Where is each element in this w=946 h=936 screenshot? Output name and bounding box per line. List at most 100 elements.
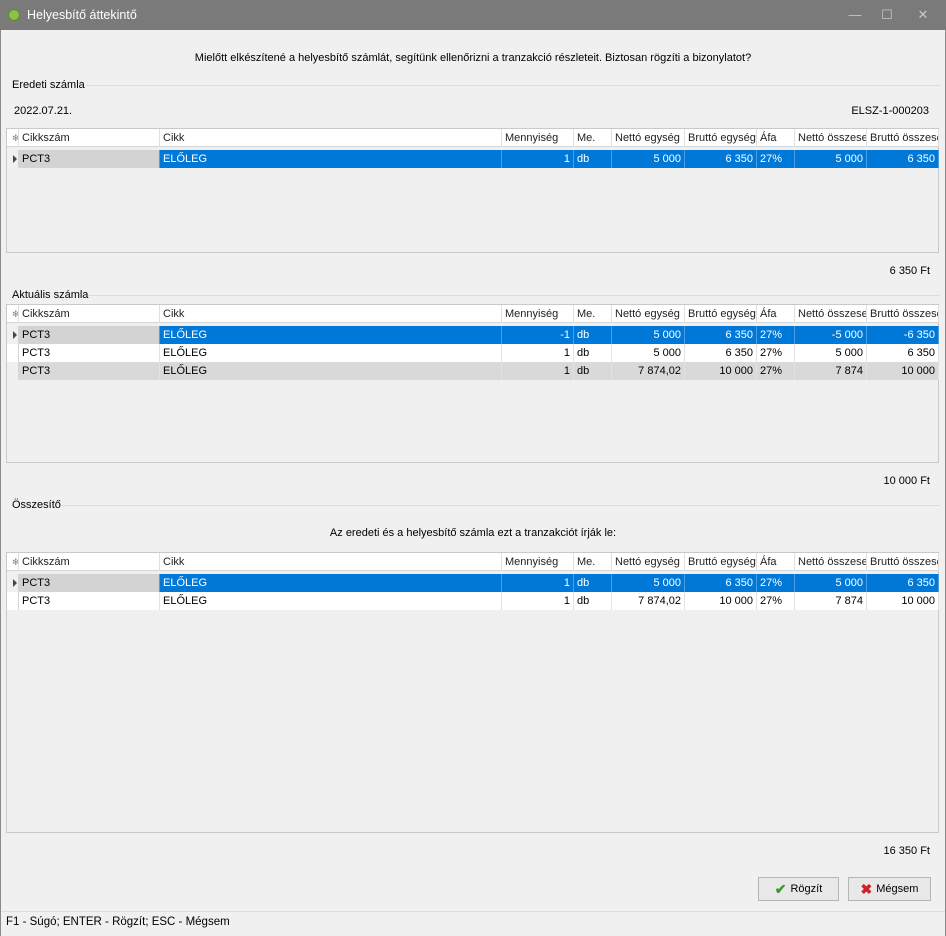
- cell-cikk: ELŐLEG: [160, 344, 502, 362]
- original-invoice-label: Eredeti számla: [12, 79, 85, 91]
- header-col-afa[interactable]: Áfa: [757, 305, 795, 323]
- cancel-button[interactable]: ✖ Mégsem: [848, 877, 931, 901]
- header-col-me[interactable]: Me.: [574, 305, 612, 323]
- table-row[interactable]: PCT3 ELŐLEG 1 db 5 000 6 350 27% 5 000 6 350: [7, 150, 939, 168]
- cell-afa: 27%: [757, 326, 795, 344]
- cell-brutto-egyseg: 6 350: [685, 326, 757, 344]
- header-col-netto-egyseg[interactable]: Nettó egység: [612, 129, 685, 147]
- cell-cikkszam: PCT3: [19, 362, 160, 380]
- table-row[interactable]: PCT3 ELŐLEG 1 db 7 874,02 10 000 27% 7 874 10 00…: [7, 592, 939, 610]
- header-col-me[interactable]: Me.: [574, 129, 612, 147]
- header-col-cikkszam[interactable]: Cikkszám: [19, 553, 160, 571]
- cell-mennyiseg: 1: [502, 150, 574, 168]
- cell-cikkszam: PCT3: [19, 574, 160, 592]
- header-col-mennyiseg[interactable]: Mennyiség: [502, 129, 574, 147]
- cell-brutto-egyseg: 10 000: [685, 362, 757, 380]
- header-col-mennyiseg[interactable]: Mennyiség: [502, 553, 574, 571]
- cell-netto-egyseg: 5 000: [612, 150, 685, 168]
- table-row[interactable]: PCT3 ELŐLEG 1 db 7 874,02 10 000 27% 7 874 10 00…: [7, 362, 939, 380]
- summary-grid[interactable]: ✻ Cikkszám Cikk Mennyiség Me. Nettó egység Bru…: [6, 552, 939, 833]
- header-corner: ✻: [7, 305, 19, 323]
- header-col-brutto-egyseg[interactable]: Bruttó egység: [685, 305, 757, 323]
- header-col-brutto-osszesen[interactable]: Bruttó összesen: [867, 553, 939, 571]
- app-icon: [8, 9, 20, 21]
- header-col-cikk[interactable]: Cikk: [160, 305, 502, 323]
- cell-brutto-egyseg: 6 350: [685, 574, 757, 592]
- cell-netto-osszesen: 5 000: [795, 150, 867, 168]
- asterisk-icon: ✻: [12, 309, 19, 319]
- title-bar: Helyesbítő áttekintő — ☐ ✕: [0, 0, 946, 30]
- row-indicator[interactable]: [7, 574, 19, 592]
- table-row[interactable]: PCT3 ELŐLEG 1 db 5 000 6 350 27% 5 000 6 350: [7, 574, 939, 592]
- cell-me: db: [574, 326, 612, 344]
- cancel-button-label: Mégsem: [876, 883, 919, 895]
- cell-brutto-osszesen: 6 350: [867, 150, 939, 168]
- cell-mennyiseg: 1: [502, 574, 574, 592]
- header-col-cikkszam[interactable]: Cikkszám: [19, 129, 160, 147]
- checkmark-icon: ✔: [774, 881, 787, 898]
- summary-caption: Az eredeti és a helyesbítő számla ezt a …: [329, 527, 617, 539]
- close-button[interactable]: ✕: [917, 7, 929, 22]
- row-indicator[interactable]: [7, 150, 19, 168]
- cell-netto-osszesen: 5 000: [795, 574, 867, 592]
- status-text: F1 - Súgó; ENTER - Rögzít; ESC - Mégsem: [6, 916, 230, 928]
- cell-netto-egyseg: 5 000: [612, 344, 685, 362]
- minimize-button[interactable]: —: [848, 7, 862, 22]
- original-date: 2022.07.21.: [14, 105, 73, 117]
- cell-cikkszam: PCT3: [19, 150, 160, 168]
- row-indicator[interactable]: [7, 362, 19, 380]
- header-col-netto-osszesen[interactable]: Nettó összesen: [795, 553, 867, 571]
- cell-cikk: ELŐLEG: [160, 150, 502, 168]
- section-divider: [86, 85, 940, 86]
- header-col-afa[interactable]: Áfa: [757, 129, 795, 147]
- cell-cikk: ELŐLEG: [160, 574, 502, 592]
- cell-mennyiseg: 1: [502, 344, 574, 362]
- current-invoice-label: Aktuális számla: [12, 289, 89, 301]
- cell-netto-egyseg: 5 000: [612, 574, 685, 592]
- header-col-me[interactable]: Me.: [574, 553, 612, 571]
- original-doc-number: ELSZ-1-000203: [851, 105, 929, 117]
- cell-cikk: ELŐLEG: [160, 592, 502, 610]
- summary-total: 16 350 Ft: [883, 845, 930, 857]
- current-row-arrow-icon: [13, 155, 17, 163]
- original-invoice-grid[interactable]: ✻ Cikkszám Cikk Mennyiség Me. Nettó egység Bru…: [6, 128, 939, 253]
- cell-netto-osszesen: 7 874: [795, 592, 867, 610]
- row-indicator[interactable]: [7, 344, 19, 362]
- cell-afa: 27%: [757, 574, 795, 592]
- cell-cikkszam: PCT3: [19, 592, 160, 610]
- row-indicator[interactable]: [7, 326, 19, 344]
- cell-brutto-egyseg: 6 350: [685, 150, 757, 168]
- header-col-brutto-egyseg[interactable]: Bruttó egység: [685, 129, 757, 147]
- header-col-cikk[interactable]: Cikk: [160, 553, 502, 571]
- header-col-mennyiseg[interactable]: Mennyiség: [502, 305, 574, 323]
- row-indicator[interactable]: [7, 592, 19, 610]
- summary-label: Összesítő: [12, 499, 61, 511]
- header-col-brutto-osszesen[interactable]: Bruttó összesen: [867, 129, 939, 147]
- grid-header: ✻ Cikkszám Cikk Mennyiség Me. Nettó egység Bru…: [7, 305, 939, 323]
- table-row[interactable]: PCT3 ELŐLEG 1 db 5 000 6 350 27% 5 000 6 350: [7, 344, 939, 362]
- header-col-brutto-egyseg[interactable]: Bruttó egység: [685, 553, 757, 571]
- header-col-netto-egyseg[interactable]: Nettó egység: [612, 305, 685, 323]
- table-row[interactable]: PCT3 ELŐLEG -1 db 5 000 6 350 27% -5 000 -6 350: [7, 326, 939, 344]
- cell-afa: 27%: [757, 344, 795, 362]
- save-button-label: Rögzít: [790, 883, 823, 895]
- cell-me: db: [574, 344, 612, 362]
- header-col-cikk[interactable]: Cikk: [160, 129, 502, 147]
- header-col-netto-osszesen[interactable]: Nettó összesen: [795, 129, 867, 147]
- cell-me: db: [574, 150, 612, 168]
- save-button[interactable]: ✔ Rögzít: [758, 877, 839, 901]
- maximize-button[interactable]: ☐: [881, 7, 893, 22]
- cell-me: db: [574, 574, 612, 592]
- header-corner: ✻: [7, 553, 19, 571]
- header-col-brutto-osszesen[interactable]: Bruttó összesen: [867, 305, 939, 323]
- current-row-arrow-icon: [13, 331, 17, 339]
- current-invoice-grid[interactable]: ✻ Cikkszám Cikk Mennyiség Me. Nettó egység Bru…: [6, 304, 939, 463]
- intro-text: Mielőtt elkészítené a helyesbítő számlát…: [194, 52, 752, 64]
- header-col-netto-osszesen[interactable]: Nettó összesen: [795, 305, 867, 323]
- header-col-netto-egyseg[interactable]: Nettó egység: [612, 553, 685, 571]
- header-col-afa[interactable]: Áfa: [757, 553, 795, 571]
- cell-brutto-osszesen: 10 000: [867, 592, 939, 610]
- current-total: 10 000 Ft: [883, 475, 930, 487]
- cell-cikkszam: PCT3: [19, 326, 160, 344]
- header-col-cikkszam[interactable]: Cikkszám: [19, 305, 160, 323]
